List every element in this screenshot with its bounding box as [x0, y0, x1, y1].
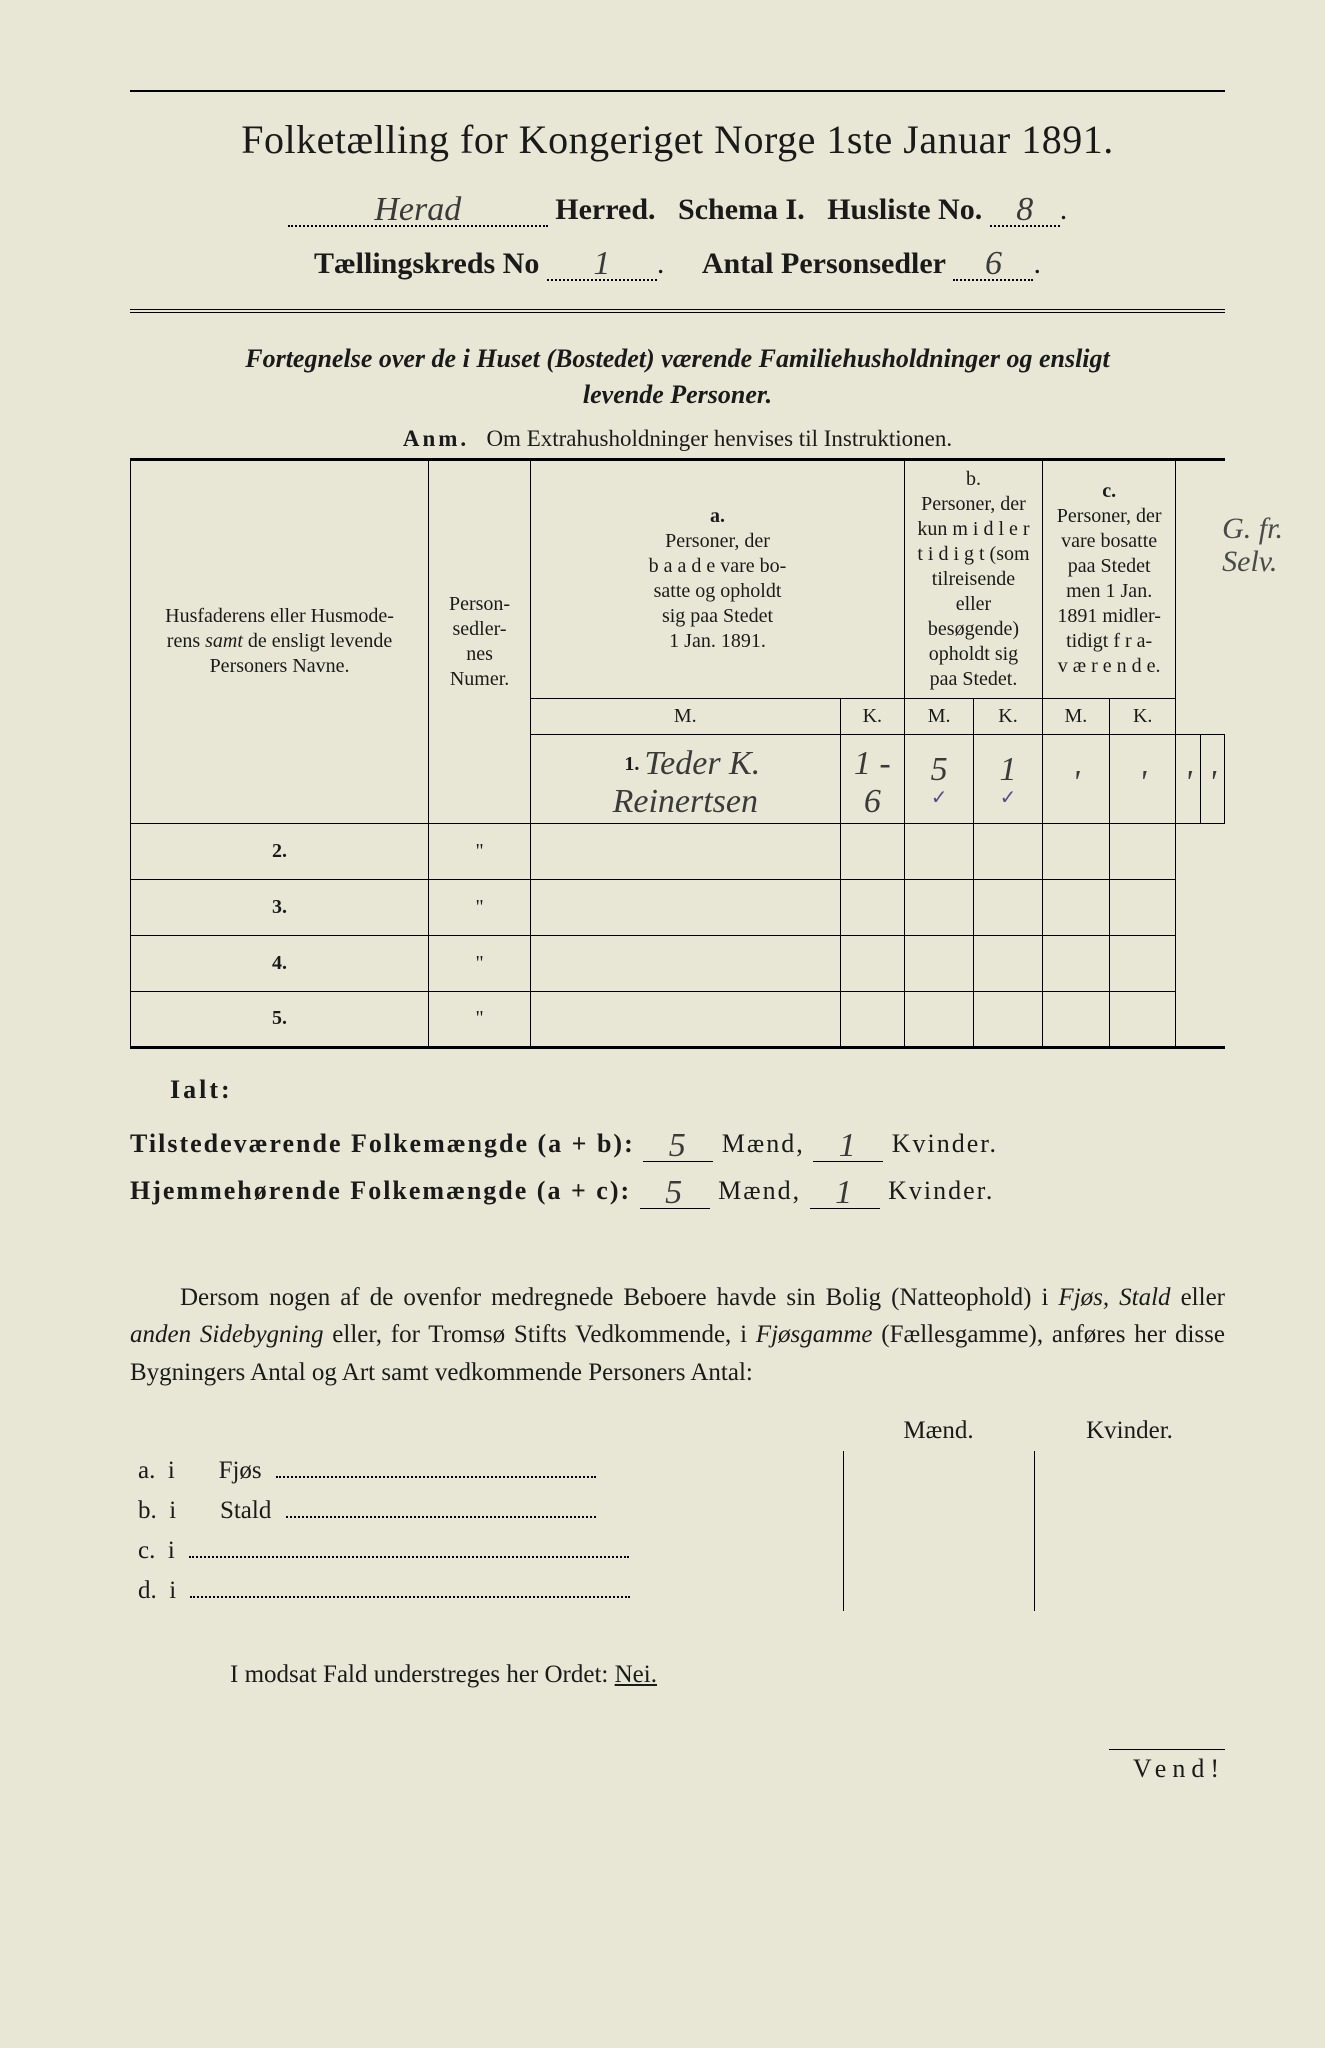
header-line-1: Herad Herred. Schema I. Husliste No. 8. — [130, 187, 1225, 227]
margin-annotation: G. fr.Selv. — [1222, 512, 1283, 578]
bldg-row: c. i — [130, 1531, 1225, 1571]
subtitle: Fortegnelse over de i Huset (Bostedet) v… — [130, 341, 1225, 414]
col-header-c: c. Personer, dervare bosattepaa Stedetme… — [1042, 459, 1176, 698]
anm-line: Anm. Om Extrahusholdninger henvises til … — [130, 426, 1225, 452]
footer-line: I modsat Fald understreges her Ordet: Ne… — [130, 1661, 1225, 1689]
outbuilding-paragraph: Dersom nogen af de ovenfor medregnede Be… — [130, 1279, 1225, 1392]
bldg-row: d. i — [130, 1571, 1225, 1611]
table-row: 4. " — [131, 935, 1225, 991]
nei-word: Nei. — [615, 1661, 657, 1688]
col-header-b: b. Personer, derkun m i d l e rt i d i g… — [905, 459, 1043, 698]
bldg-row: a. i Fjøs — [130, 1451, 1225, 1491]
husliste-field: 8 — [990, 187, 1060, 227]
vend-label: Vend! — [1109, 1749, 1225, 1784]
ialt-label: Ialt: — [170, 1075, 233, 1105]
antal-label: Antal Personsedler — [702, 247, 946, 280]
bldg-row: b. i Stald — [130, 1491, 1225, 1531]
col-header-num: Person-sedler-nesNumer. — [429, 459, 531, 823]
herred-field: Herad — [288, 187, 548, 227]
herred-label: Herred. — [555, 193, 655, 226]
kreds-field: 1 — [547, 241, 657, 281]
col-header-name: Husfaderens eller Husmode-rens samt de e… — [131, 459, 429, 823]
schema-label: Schema I. — [678, 193, 805, 226]
table-row: 3. " — [131, 879, 1225, 935]
antal-field: 6 — [953, 241, 1033, 281]
header-line-2: Tællingskreds No 1. Antal Personsedler 6… — [130, 241, 1225, 281]
title-block: Folketælling for Kongeriget Norge 1ste J… — [130, 90, 1225, 313]
totals-block: Ialt: Tilstedeværende Folkemængde (a + b… — [130, 1075, 1225, 1209]
outbuilding-table: Mænd. Kvinder. a. i Fjøs b. i Stald c. i — [130, 1411, 1225, 1611]
col-header-a: a. Personer, derb a a d e vare bo-satte … — [530, 459, 904, 698]
husliste-label: Husliste No. — [827, 193, 982, 226]
bldg-header-row: Mænd. Kvinder. — [130, 1411, 1225, 1451]
table-row: 5. " — [131, 991, 1225, 1047]
household-table: Husfaderens eller Husmode-rens samt de e… — [130, 458, 1225, 1049]
sum-line-resident: Hjemmehørende Folkemængde (a + c): 5 Mæn… — [130, 1170, 1225, 1209]
main-title: Folketælling for Kongeriget Norge 1ste J… — [130, 90, 1225, 163]
sum-line-present: Tilstedeværende Folkemængde (a + b): 5 M… — [130, 1123, 1225, 1162]
table-row: 2. " — [131, 823, 1225, 879]
kreds-label: Tællingskreds No — [314, 247, 539, 280]
